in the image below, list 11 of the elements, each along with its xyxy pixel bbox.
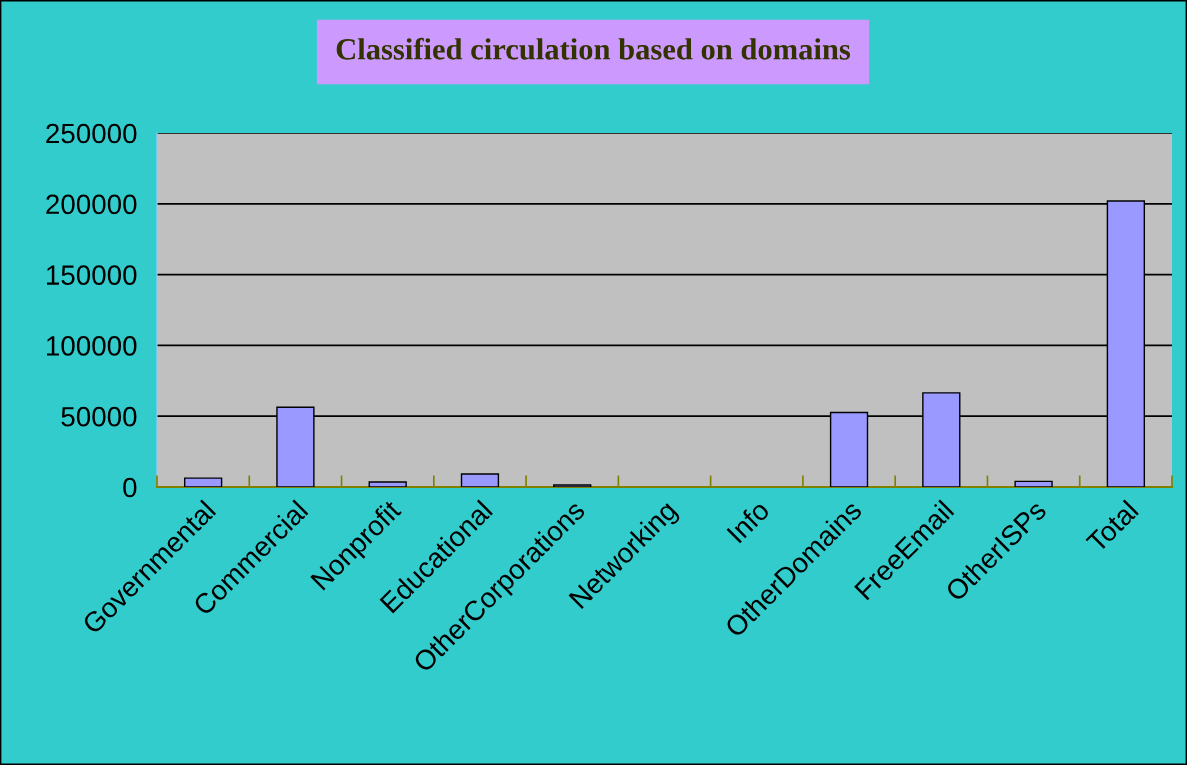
y-tick-label: 50000	[61, 406, 137, 427]
bar	[368, 481, 407, 487]
bar	[183, 477, 223, 487]
y-tick-label: 150000	[46, 265, 137, 285]
y-tick-label: 250000	[46, 123, 137, 144]
y-tick-label: 200000	[46, 194, 137, 215]
bar	[1014, 480, 1053, 487]
y-tick-label: 100000	[46, 336, 137, 356]
bar	[460, 473, 500, 487]
chart-title: Classified circulation based on domains	[336, 37, 851, 60]
y-tick-label: 0	[123, 477, 137, 498]
